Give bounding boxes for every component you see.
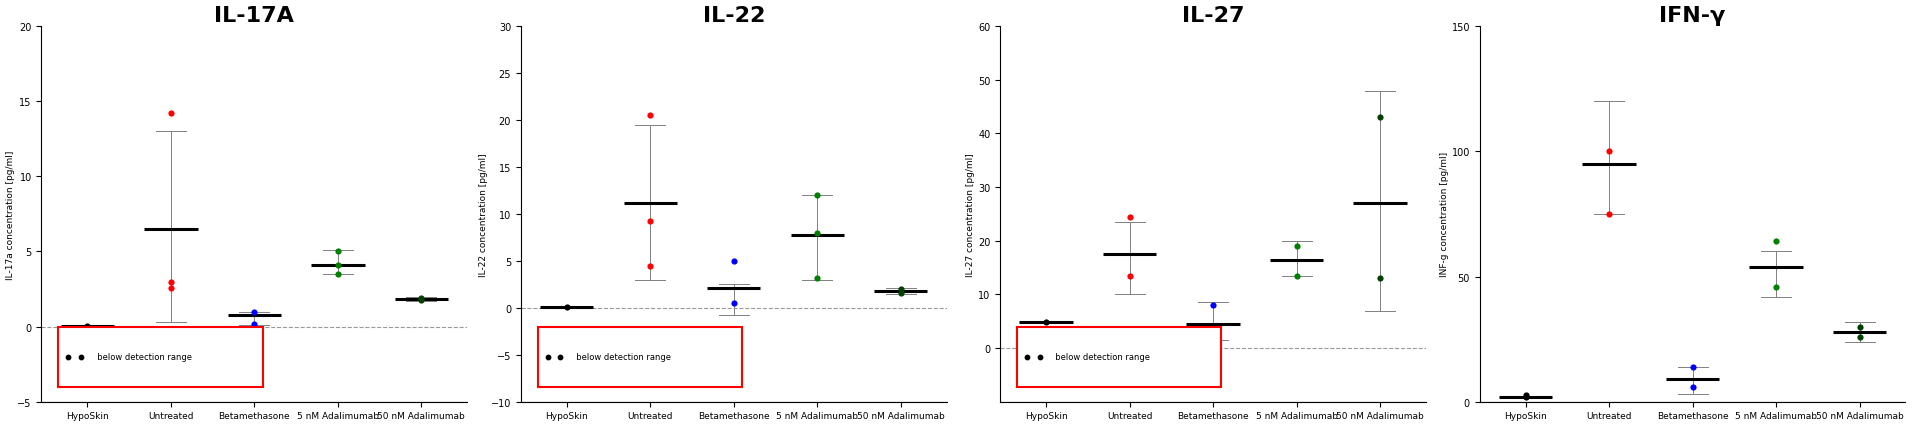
Bar (538, 327, 743, 387)
Point (238, 320, 269, 327)
Bar (58, 327, 263, 387)
Point (885, 290, 916, 296)
Point (1198, 334, 1229, 341)
Point (1114, 273, 1144, 279)
Point (1031, 319, 1062, 326)
Title: IL-17A: IL-17A (215, 6, 294, 26)
Point (52, 354, 83, 360)
Point (71, 322, 102, 329)
Bar (1018, 327, 1221, 387)
Title: IFN-γ: IFN-γ (1659, 6, 1726, 26)
Point (1594, 211, 1624, 218)
Y-axis label: IL-27 concentration [pg/ml]: IL-27 concentration [pg/ml] (966, 153, 975, 276)
Y-axis label: IL-17a concentration [pg/ml]: IL-17a concentration [pg/ml] (6, 150, 15, 279)
Point (1023, 354, 1054, 360)
Point (405, 295, 436, 302)
Point (636, 112, 666, 119)
Point (718, 258, 749, 265)
Point (1511, 393, 1542, 400)
Point (156, 285, 186, 291)
Point (65, 354, 96, 360)
Point (1365, 115, 1396, 121)
Point (1198, 326, 1229, 333)
Point (156, 111, 186, 118)
Point (1594, 149, 1624, 155)
Point (1845, 334, 1876, 340)
Point (803, 275, 833, 282)
Point (636, 262, 666, 269)
Point (1281, 243, 1311, 250)
Point (323, 271, 353, 278)
Point (1761, 283, 1791, 290)
Point (803, 192, 833, 199)
Point (636, 219, 666, 225)
Point (545, 354, 576, 360)
Point (532, 354, 563, 360)
Point (323, 248, 353, 255)
Text: below detection range: below detection range (1050, 352, 1150, 361)
Point (1845, 323, 1876, 330)
Point (1678, 363, 1709, 370)
Point (1114, 214, 1144, 221)
Point (1511, 392, 1542, 399)
Title: IL-22: IL-22 (703, 6, 764, 26)
Point (1761, 239, 1791, 245)
Point (885, 286, 916, 293)
Point (1678, 383, 1709, 390)
Point (1198, 302, 1229, 309)
Point (1012, 354, 1043, 360)
Text: below detection range: below detection range (570, 352, 670, 361)
Point (803, 230, 833, 236)
Point (718, 300, 749, 307)
Point (405, 297, 436, 304)
Point (1365, 275, 1396, 282)
Y-axis label: INF-g concentration [pg/ml]: INF-g concentration [pg/ml] (1440, 152, 1450, 277)
Y-axis label: IL-22 concentration [pg/ml]: IL-22 concentration [pg/ml] (478, 153, 488, 276)
Point (323, 262, 353, 269)
Point (551, 304, 582, 311)
Point (238, 308, 269, 315)
Point (156, 279, 186, 285)
Point (1281, 273, 1311, 279)
Text: below detection range: below detection range (92, 352, 192, 361)
Title: IL-27: IL-27 (1183, 6, 1244, 26)
